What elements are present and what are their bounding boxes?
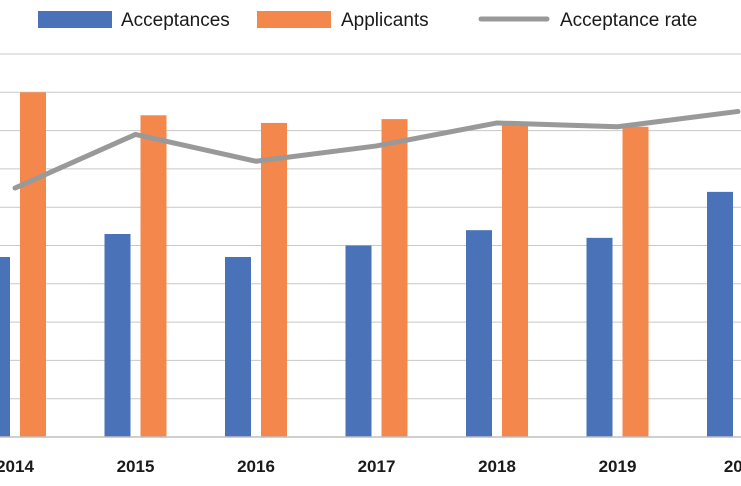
x-tick-label: 2019 <box>599 457 637 476</box>
legend-swatch-acceptances <box>38 11 112 28</box>
x-tick-label: 2015 <box>117 457 155 476</box>
bar-applicants-2019 <box>622 126 649 438</box>
bar-applicants-2018 <box>502 122 528 437</box>
rate-line <box>12 108 741 191</box>
bar-applicants-2016 <box>261 122 287 437</box>
legend-label-acceptances: Acceptances <box>121 10 230 31</box>
legend-label-acceptance-rate: Acceptance rate <box>560 10 697 31</box>
bar-applicants-2015 <box>140 115 167 437</box>
bar-acceptances-2019 <box>586 237 613 437</box>
legend-swatch-applicants <box>257 11 331 28</box>
x-tick-label: 2014 <box>0 457 34 476</box>
bar-applicants-2017 <box>381 119 408 438</box>
bar-acceptances-2015 <box>104 234 131 437</box>
legend: Acceptances Applicants Acceptance rate <box>38 10 697 31</box>
x-tick-label: 2016 <box>237 457 275 476</box>
bar-acceptances-2016 <box>225 256 251 437</box>
bar-acceptances-2018 <box>466 230 492 437</box>
legend-label-applicants: Applicants <box>341 10 429 31</box>
bar-acceptances-2014 <box>0 256 10 437</box>
bar-acceptances-2017 <box>345 245 372 437</box>
bar-applicants-2014 <box>20 92 46 438</box>
x-tick-label: 2018 <box>478 457 516 476</box>
bar-acceptances-2020 <box>707 191 733 437</box>
x-tick-labels: 2014 2015 2016 2017 2018 2019 202 <box>0 457 741 476</box>
bars <box>0 92 733 438</box>
x-tick-label: 2017 <box>358 457 396 476</box>
x-tick-label: 202 <box>724 457 741 476</box>
